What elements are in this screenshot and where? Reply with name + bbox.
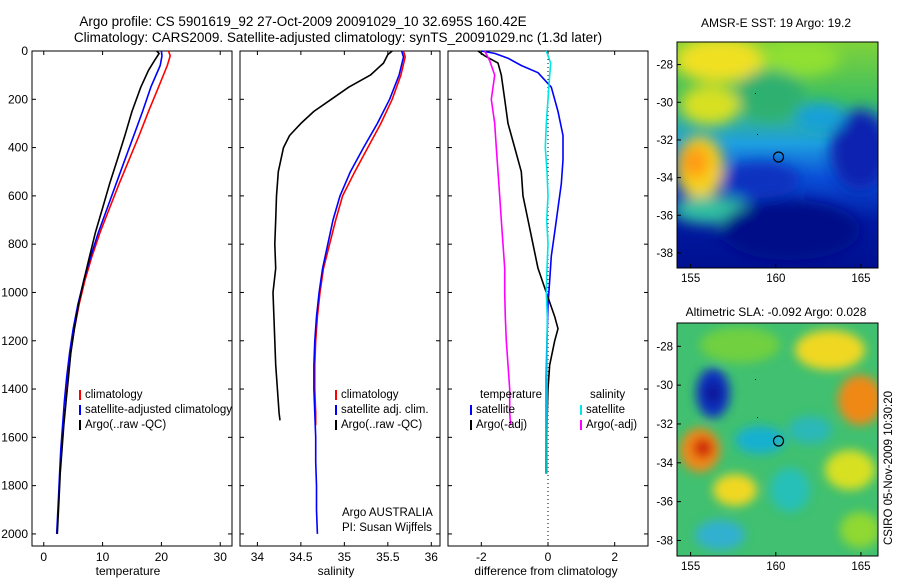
map-y-tick-label: -36 (656, 210, 673, 222)
x-tick-label: 34.5 (289, 550, 313, 564)
y-tick-label: 1800 (1, 479, 28, 493)
figure-title-line2: Climatology: CARS2009. Satellite-adjuste… (74, 30, 602, 45)
x-tick-label: 30 (214, 550, 228, 564)
map-y-tick-label: -38 (656, 535, 673, 547)
legend-label: Argo(..raw -QC) (85, 419, 166, 431)
map-y-tick-label: -28 (656, 341, 673, 353)
x-tick-label: -2 (476, 550, 487, 564)
y-tick-label: 1600 (1, 430, 28, 444)
svg-text:·: · (754, 88, 757, 98)
y-tick-label: 2000 (1, 527, 28, 541)
series-line-sal-0 (314, 50, 406, 426)
legend-label: Argo(..raw -QC) (341, 419, 422, 431)
legend-label: satellite (476, 404, 515, 416)
sla-map-title: Altimetric SLA: -0.092 Argo: 0.028 (686, 305, 867, 319)
y-tick-label: 800 (8, 237, 28, 251)
csiro-timestamp: CSIRO 05-Nov-2009 10:30:20 (883, 391, 895, 545)
map-y-tick-label: -34 (656, 458, 673, 470)
series-line-temp-0 (64, 50, 171, 402)
series-line-diff-2 (544, 50, 552, 474)
legend-label: satellite (586, 404, 625, 416)
temperature-xlabel: temperature (96, 564, 161, 578)
legend-label: Argo(-adj) (586, 419, 637, 431)
x-tick-label: 36 (425, 550, 439, 564)
sst-map-panel: AMSR-E SST: 19 Argo: 19.2 · · (676, 16, 879, 269)
sla-map-image: · · (677, 323, 878, 556)
chart-diff-marks: -2 0 2 temperature satellite Argo(-adj) salini… (448, 50, 648, 564)
y-tick-label: 1000 (1, 285, 28, 299)
x-tick-label: 20 (155, 550, 169, 564)
series-line-diff-3 (483, 50, 512, 426)
sst-map-image: · · (677, 42, 878, 268)
map-1-axes: 155 160 165 -28 -30 -32 -34 -36 -38 (656, 341, 870, 573)
legend-label: climatology (85, 389, 143, 401)
x-tick-label: 35.5 (376, 550, 400, 564)
map-y-tick-label: -30 (656, 97, 673, 109)
y-tick-label: 1400 (1, 382, 28, 396)
figure-title-line1: Argo profile: CS 5901619_92 27-Oct-2009 … (79, 14, 526, 29)
y-tick-label: 600 (8, 189, 28, 203)
legend-label: temperature (480, 389, 542, 401)
map-x-tick-label: 155 (681, 561, 700, 573)
series-line-temp-1 (55, 50, 163, 534)
map-x-tick-label: 165 (851, 273, 870, 285)
legend-label: satellite-adjusted climatology (85, 404, 232, 416)
series-line-temp-2 (56, 50, 160, 534)
chart-sal-marks: 34 34.5 35 35.5 36 climatology satellite adj. … (240, 50, 440, 564)
x-tick-label: 10 (96, 550, 110, 564)
legend-label: satellite adj. clim. (341, 404, 429, 416)
svg-text:·: · (756, 412, 759, 422)
legend-label: salinity (590, 389, 625, 401)
salinity-xlabel: salinity (318, 564, 355, 578)
x-tick-label: 2 (611, 550, 618, 564)
series-line-sal-1 (313, 50, 405, 534)
svg-text:·: · (756, 129, 759, 139)
map-x-tick-label: 160 (766, 561, 785, 573)
map-x-tick-label: 165 (851, 561, 870, 573)
x-tick-label: 0 (545, 550, 552, 564)
map-y-tick-label: -32 (656, 419, 673, 431)
map-0-axes: 155 160 165 -28 -30 -32 -34 -36 -38 (656, 60, 870, 285)
map-y-tick-label: -28 (656, 60, 673, 72)
series-line-sal-2 (272, 50, 393, 421)
legend-label: climatology (341, 389, 399, 401)
map-y-tick-label: -32 (656, 135, 673, 147)
x-tick-label: 35 (338, 550, 352, 564)
y-tick-label: 200 (8, 92, 28, 106)
map-y-tick-label: -36 (656, 497, 673, 509)
map-y-tick-label: -30 (656, 380, 673, 392)
sst-map-title: AMSR-E SST: 19 Argo: 19.2 (701, 16, 851, 30)
legend-label: Argo(-adj) (476, 419, 527, 431)
agency-label: Argo AUSTRALIA (342, 507, 433, 519)
salinity-panel (239, 50, 441, 547)
y-tick-label: 1200 (1, 334, 28, 348)
map-x-tick-label: 160 (766, 273, 785, 285)
x-tick-label: 0 (40, 550, 47, 564)
sla-map-panel: Altimetric SLA: -0.092 Argo: 0.028 (676, 305, 879, 557)
y-tick-label: 400 (8, 141, 28, 155)
y-tick-label: 0 (21, 44, 28, 58)
svg-text:·: · (754, 374, 757, 384)
map-y-tick-label: -34 (656, 173, 673, 185)
map-y-tick-label: -38 (656, 248, 673, 260)
pi-label: PI: Susan Wijffels (342, 522, 432, 534)
x-tick-label: 34 (251, 550, 265, 564)
difference-xlabel: difference from climatology (474, 564, 617, 578)
chart-temp-marks: 0 10 20 30 0 200 400 600 800 1000 1200 1400 1600 1800… (1, 44, 232, 564)
temperature-panel (31, 50, 233, 547)
map-x-tick-label: 155 (681, 273, 700, 285)
